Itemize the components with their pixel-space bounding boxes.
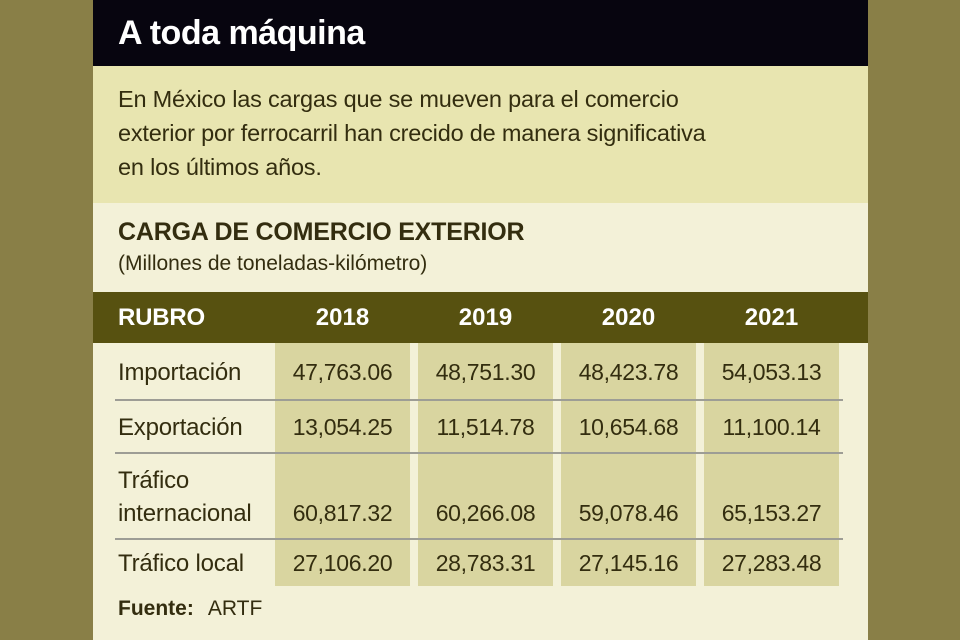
data-column-band	[561, 343, 696, 586]
column-header-2019: 2019	[458, 303, 513, 331]
data-column-band	[418, 343, 553, 586]
section-title: CARGA DE COMERCIO EXTERIOR	[118, 218, 525, 246]
column-header-2018: 2018	[315, 303, 370, 331]
table-cell: 48,423.78	[578, 358, 679, 385]
source-label: Fuente:	[118, 597, 194, 620]
table-cell: 11,514.78	[436, 414, 535, 440]
intro-panel: En México las cargas que se mueven para …	[93, 66, 868, 203]
table-header-row: RUBRO 2018 2019 2020 2021	[93, 292, 868, 343]
table-cell: 65,153.27	[721, 500, 822, 526]
intro-line: En México las cargas que se mueven para …	[118, 86, 679, 112]
table-cell: 13,054.25	[292, 414, 393, 440]
data-column-band	[275, 343, 410, 586]
table-cell: 27,283.48	[721, 549, 822, 576]
column-header-2021: 2021	[744, 303, 799, 331]
table-cell: 27,106.20	[292, 549, 393, 576]
column-header-rubro: RUBRO	[118, 303, 205, 331]
content-panel: A toda máquina En México las cargas que …	[93, 0, 868, 640]
table-cell: 47,763.06	[292, 358, 393, 385]
row-label: Exportación	[118, 414, 243, 441]
table-cell: 10,654.68	[578, 414, 679, 440]
row-divider	[115, 452, 843, 454]
table-row: Tráfico internacional 60,817.32 60,266.0…	[93, 454, 868, 540]
section-subtitle: (Millones de toneladas-kilómetro)	[118, 252, 428, 275]
intro-line: exterior por ferrocarril han crecido de …	[118, 120, 706, 146]
row-label: Tráfico internacional	[118, 467, 252, 527]
table-row: Exportación 13,054.25 11,514.78 10,654.6…	[93, 401, 868, 454]
title-bar: A toda máquina	[93, 0, 868, 66]
table-cell: 27,145.16	[578, 549, 679, 576]
table-cell: 48,751.30	[435, 358, 536, 385]
table-cell: 28,783.31	[435, 549, 536, 576]
table-cell: 54,053.13	[721, 358, 822, 385]
table-cell: 11,100.14	[722, 414, 821, 440]
section-header: CARGA DE COMERCIO EXTERIOR (Millones de …	[93, 203, 868, 292]
column-header-2020: 2020	[601, 303, 656, 331]
page-title: A toda máquina	[118, 13, 365, 52]
table-cell: 59,078.46	[578, 500, 679, 526]
table-cell: 60,266.08	[435, 500, 536, 526]
table-row: Tráfico local 27,106.20 28,783.31 27,145…	[93, 540, 868, 586]
table-body: Importación 47,763.06 48,751.30 48,423.7…	[93, 343, 868, 586]
row-divider	[115, 399, 843, 401]
row-label: Importación	[118, 358, 242, 386]
table-row: Importación 47,763.06 48,751.30 48,423.7…	[93, 343, 868, 401]
source-value: ARTF	[207, 597, 263, 620]
table-cell: 60,817.32	[292, 500, 393, 526]
row-label: Tráfico local	[118, 549, 244, 577]
row-divider	[115, 538, 843, 540]
intro-line: en los últimos años.	[118, 154, 322, 180]
source-footer: Fuente: ARTF	[93, 586, 868, 640]
data-column-band	[704, 343, 839, 586]
